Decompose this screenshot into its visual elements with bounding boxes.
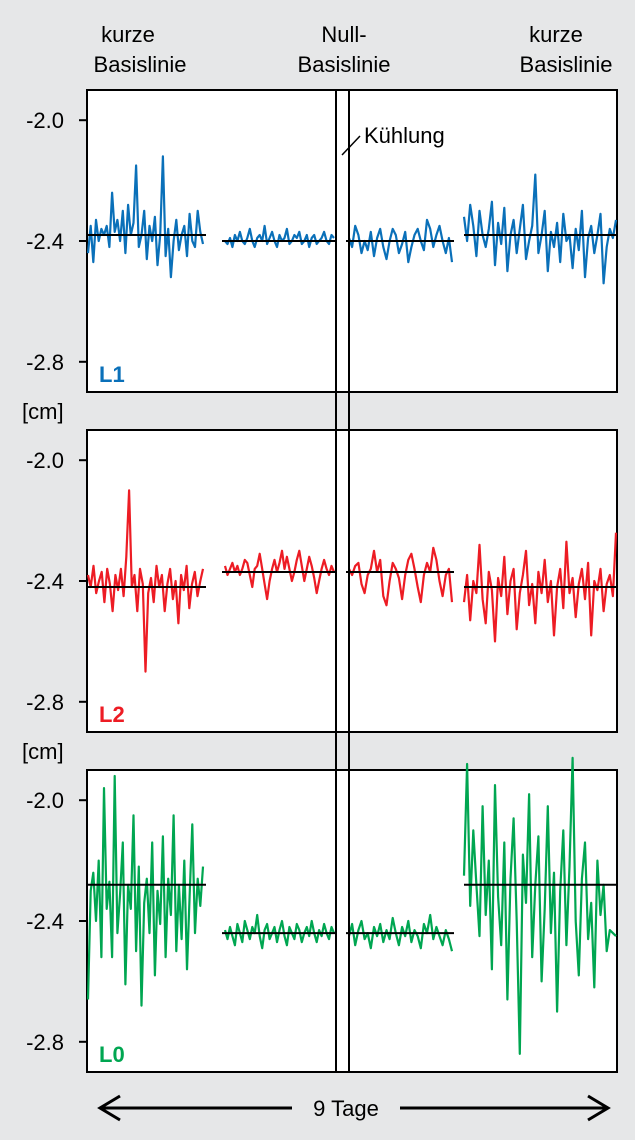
panel-l0: -2.0 -2.4 -2.8 L0 [26, 756, 618, 1073]
header-center-line1: Null- [321, 22, 366, 47]
y-tick-label: -2.8 [26, 690, 64, 715]
header-left-line1: kurze [101, 22, 155, 47]
header-right-line1: kurze [529, 22, 583, 47]
panel-label: L2 [99, 702, 125, 727]
series-line-segment-4 [462, 532, 618, 643]
y-tick-label: -2.0 [26, 788, 64, 813]
series-line-segment-1 [86, 489, 205, 673]
unit-label-l2: [cm] [22, 399, 64, 424]
y-tick-label: -2.4 [26, 569, 64, 594]
duration-arrow-left-head [97, 1094, 121, 1122]
y-tick-label: -2.8 [26, 350, 64, 375]
series-line-segment-3 [348, 546, 454, 607]
panel-label: L0 [99, 1042, 125, 1067]
header-left-line2: Basislinie [94, 52, 187, 77]
duration-arrow-right-head [587, 1094, 611, 1122]
cooling-pointer [341, 135, 361, 156]
header-center-line2: Basislinie [298, 52, 391, 77]
panel-label: L1 [99, 362, 125, 387]
series-line-segment-2 [223, 549, 336, 601]
y-tick-label: -2.4 [26, 229, 64, 254]
series-line-segment-4 [462, 173, 618, 285]
panel-l2: -2.0 -2.4 -2.8 L2 [26, 429, 618, 733]
y-tick-label: -2.0 [26, 108, 64, 133]
panel-l1: -2.0 -2.4 -2.8 L1 [26, 89, 618, 393]
panels: -2.0 -2.4 -2.8 L1 -2.0 -2.4 -2.8 L2 -2.0 -2.4 -2.8… [26, 89, 618, 1073]
series-line-segment-1 [86, 774, 205, 1007]
series-line-segment-2 [223, 913, 336, 950]
y-tick-label: -2.8 [26, 1030, 64, 1055]
y-tick-label: -2.0 [26, 448, 64, 473]
series-line-segment-4 [462, 756, 617, 1056]
y-tick-label: -2.4 [26, 909, 64, 934]
cooling-label: Kühlung [364, 123, 445, 148]
header-right-line2: Basislinie [520, 52, 613, 77]
duration-label: 9 Tage [313, 1096, 379, 1121]
unit-label-l0: [cm] [22, 739, 64, 764]
